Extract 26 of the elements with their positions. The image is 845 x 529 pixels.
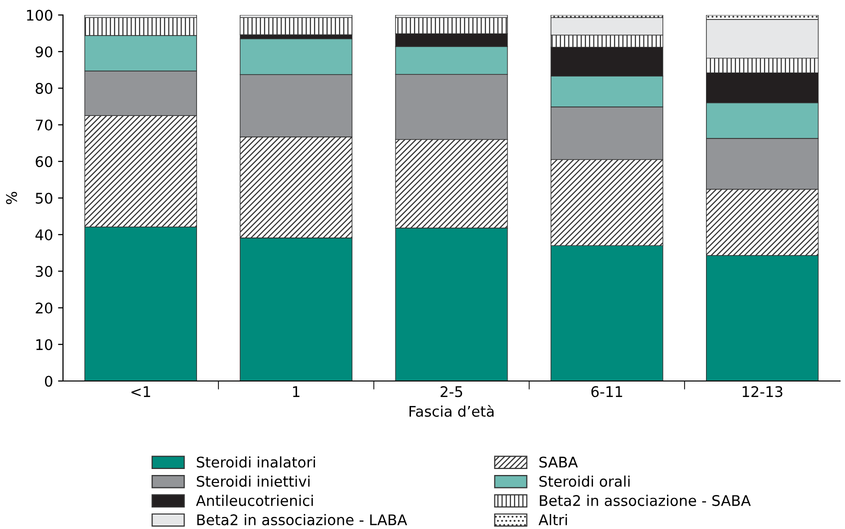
x-tick-label: 1 bbox=[293, 386, 300, 397]
y-tick-label: 100 bbox=[27, 10, 52, 21]
y-tick-label: 30 bbox=[36, 266, 52, 277]
x-tick-label: <1 bbox=[131, 386, 150, 397]
legend-label: Steroidi orali bbox=[539, 476, 630, 487]
legend-label: Antileucotrienici bbox=[196, 494, 313, 506]
y-tick-label: 50 bbox=[36, 192, 52, 204]
legend-label: Steroidi inalatori bbox=[196, 456, 315, 468]
y-tick-label: 10 bbox=[36, 339, 52, 350]
y-tick-label: 0 bbox=[44, 376, 52, 387]
legend-label: SABA bbox=[539, 456, 578, 468]
x-tick-label: 6-11 bbox=[591, 386, 622, 398]
y-axis-title: % bbox=[6, 192, 18, 204]
y-tick-label: 60 bbox=[36, 156, 52, 168]
x-axis-title: Fascia d’età bbox=[410, 404, 494, 417]
y-tick-label: 40 bbox=[35, 229, 52, 240]
y-tick-label: 70 bbox=[36, 120, 52, 131]
y-tick-label: 20 bbox=[36, 302, 52, 314]
x-tick-label: 12-13 bbox=[742, 386, 782, 398]
legend-label: Beta2 in associazione - SABA bbox=[540, 494, 751, 506]
y-tick-label: 80 bbox=[36, 82, 52, 94]
legend-label: Steroidi iniettivi bbox=[196, 476, 310, 487]
legend-label: Beta2 in associazione - LABA bbox=[197, 514, 408, 526]
legend-label: Altri bbox=[538, 514, 567, 526]
y-tick-label: 90 bbox=[36, 46, 52, 58]
x-tick-label: 2-5 bbox=[440, 386, 462, 398]
